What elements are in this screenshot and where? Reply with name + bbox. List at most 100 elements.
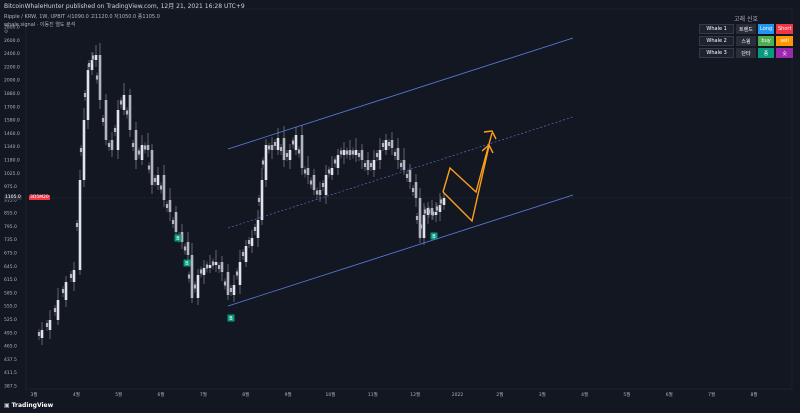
candle-body <box>82 120 86 180</box>
candle-body <box>150 150 154 185</box>
candle-body <box>223 281 227 286</box>
tradingview-logo-text: TradingView <box>11 402 54 409</box>
candle-body <box>372 160 376 170</box>
candle-body <box>110 140 114 150</box>
y-tick-label: 1880.0 <box>4 91 20 97</box>
y-tick-label: 1580.0 <box>4 118 20 124</box>
candle-body <box>171 220 175 224</box>
candle-body <box>342 150 346 155</box>
buy-signal-box <box>183 259 191 267</box>
y-tick-label: 555.0 <box>4 304 17 310</box>
row3-name: Whale 3 <box>699 48 735 58</box>
whale-signal-panel: 고래 신호 Whale 1 트렌드 Long Short Whale 2 스윙 … <box>699 14 793 60</box>
candle-body <box>438 205 442 212</box>
candle-body <box>294 135 298 150</box>
x-tick-label: 2022 <box>452 392 464 398</box>
x-tick-label: 7월 <box>200 391 207 398</box>
symbol-legend[interactable]: Ripple / KRW, 1W, UPBIT 시1090.0 고1120.0 … <box>4 14 160 20</box>
candle-body <box>104 100 108 140</box>
candle-body <box>291 140 295 145</box>
candle-body <box>226 272 230 295</box>
row2-name: Whale 2 <box>699 36 735 46</box>
y-tick-label: 465.0 <box>4 344 17 350</box>
tradingview-logo-icon: ▣ <box>4 402 10 409</box>
candle-body <box>300 135 304 168</box>
candle-body <box>285 153 289 157</box>
buy-signal-label: B <box>176 236 180 242</box>
candle-body <box>125 110 129 115</box>
candle-body <box>156 175 160 185</box>
candle-body <box>247 240 251 244</box>
x-tick-label: 5월 <box>115 391 122 398</box>
row2-buy: buy <box>757 36 775 46</box>
buy-signal-marker: B <box>430 232 438 240</box>
candle-body <box>86 70 90 120</box>
gear-icon[interactable]: ⚙ <box>4 29 9 35</box>
y-tick-label: 645.0 <box>4 264 17 270</box>
candle-body <box>282 138 286 160</box>
candle-body <box>327 169 331 174</box>
y-tick-label: 585.0 <box>4 290 17 296</box>
candle-body <box>336 155 340 168</box>
row3-type: 단타 <box>736 48 756 58</box>
candle-body <box>434 212 438 215</box>
candle-body <box>357 153 361 157</box>
x-tick-label: 12월 <box>410 391 420 398</box>
candle-body <box>162 175 166 200</box>
candle-body <box>238 262 242 285</box>
candle-body <box>330 168 334 175</box>
panel-title: 고래 신호 <box>734 16 758 23</box>
candle-body <box>399 163 403 167</box>
row3-short: 숏 <box>776 48 793 58</box>
y-tick-label: 495.0 <box>4 330 17 336</box>
candle-body <box>48 320 52 330</box>
candle-body <box>393 152 397 156</box>
x-tick-label: 5월 <box>623 391 630 398</box>
candle-body <box>378 150 382 160</box>
candle-body <box>101 118 105 122</box>
candle-body <box>190 255 194 298</box>
candle-body <box>214 262 218 265</box>
candle-body <box>309 180 313 185</box>
candle-body <box>137 150 141 155</box>
y-tick-label: 1700.0 <box>4 104 20 110</box>
projection-arrowhead-down <box>481 143 494 154</box>
candle-body <box>273 142 277 146</box>
candle-body <box>369 163 373 167</box>
candle-body <box>193 284 197 289</box>
candle-body <box>79 148 83 152</box>
candle-body <box>134 130 138 160</box>
x-tick-label: 8월 <box>750 391 757 398</box>
candle-body <box>241 252 245 256</box>
projection-path-down <box>442 145 490 223</box>
candle-body <box>348 150 352 155</box>
panel-row-2: Whale 2 스윙 buy sell <box>699 36 793 46</box>
channel-upper-line <box>227 37 574 150</box>
candle-body <box>45 323 49 327</box>
candle-body <box>140 145 144 160</box>
candle-body <box>387 142 391 146</box>
y-tick-label: 615.0 <box>4 277 17 283</box>
candle-body <box>53 308 57 312</box>
candle-body <box>423 209 427 214</box>
candle-body <box>279 147 283 151</box>
candle-body <box>396 148 400 160</box>
candle-body <box>211 261 215 266</box>
candle-body <box>122 95 126 110</box>
candle-body <box>37 332 41 336</box>
candle-body <box>83 93 87 97</box>
candle-body <box>270 145 274 150</box>
candle-body <box>75 223 79 227</box>
candle-body <box>354 150 358 155</box>
indicator-legend[interactable]: whale signal · 이동진 열도 분석 <box>4 22 76 28</box>
y-tick-label: 2400.0 <box>4 51 20 57</box>
candle-body <box>143 145 147 150</box>
candle-body <box>324 175 328 195</box>
candle-body <box>91 55 95 60</box>
candle-body <box>363 163 367 167</box>
y-tick-label: 525.0 <box>4 317 17 323</box>
candle-body <box>418 198 422 238</box>
candle-body <box>312 175 316 190</box>
y-tick-label: 855.0 <box>4 211 17 217</box>
